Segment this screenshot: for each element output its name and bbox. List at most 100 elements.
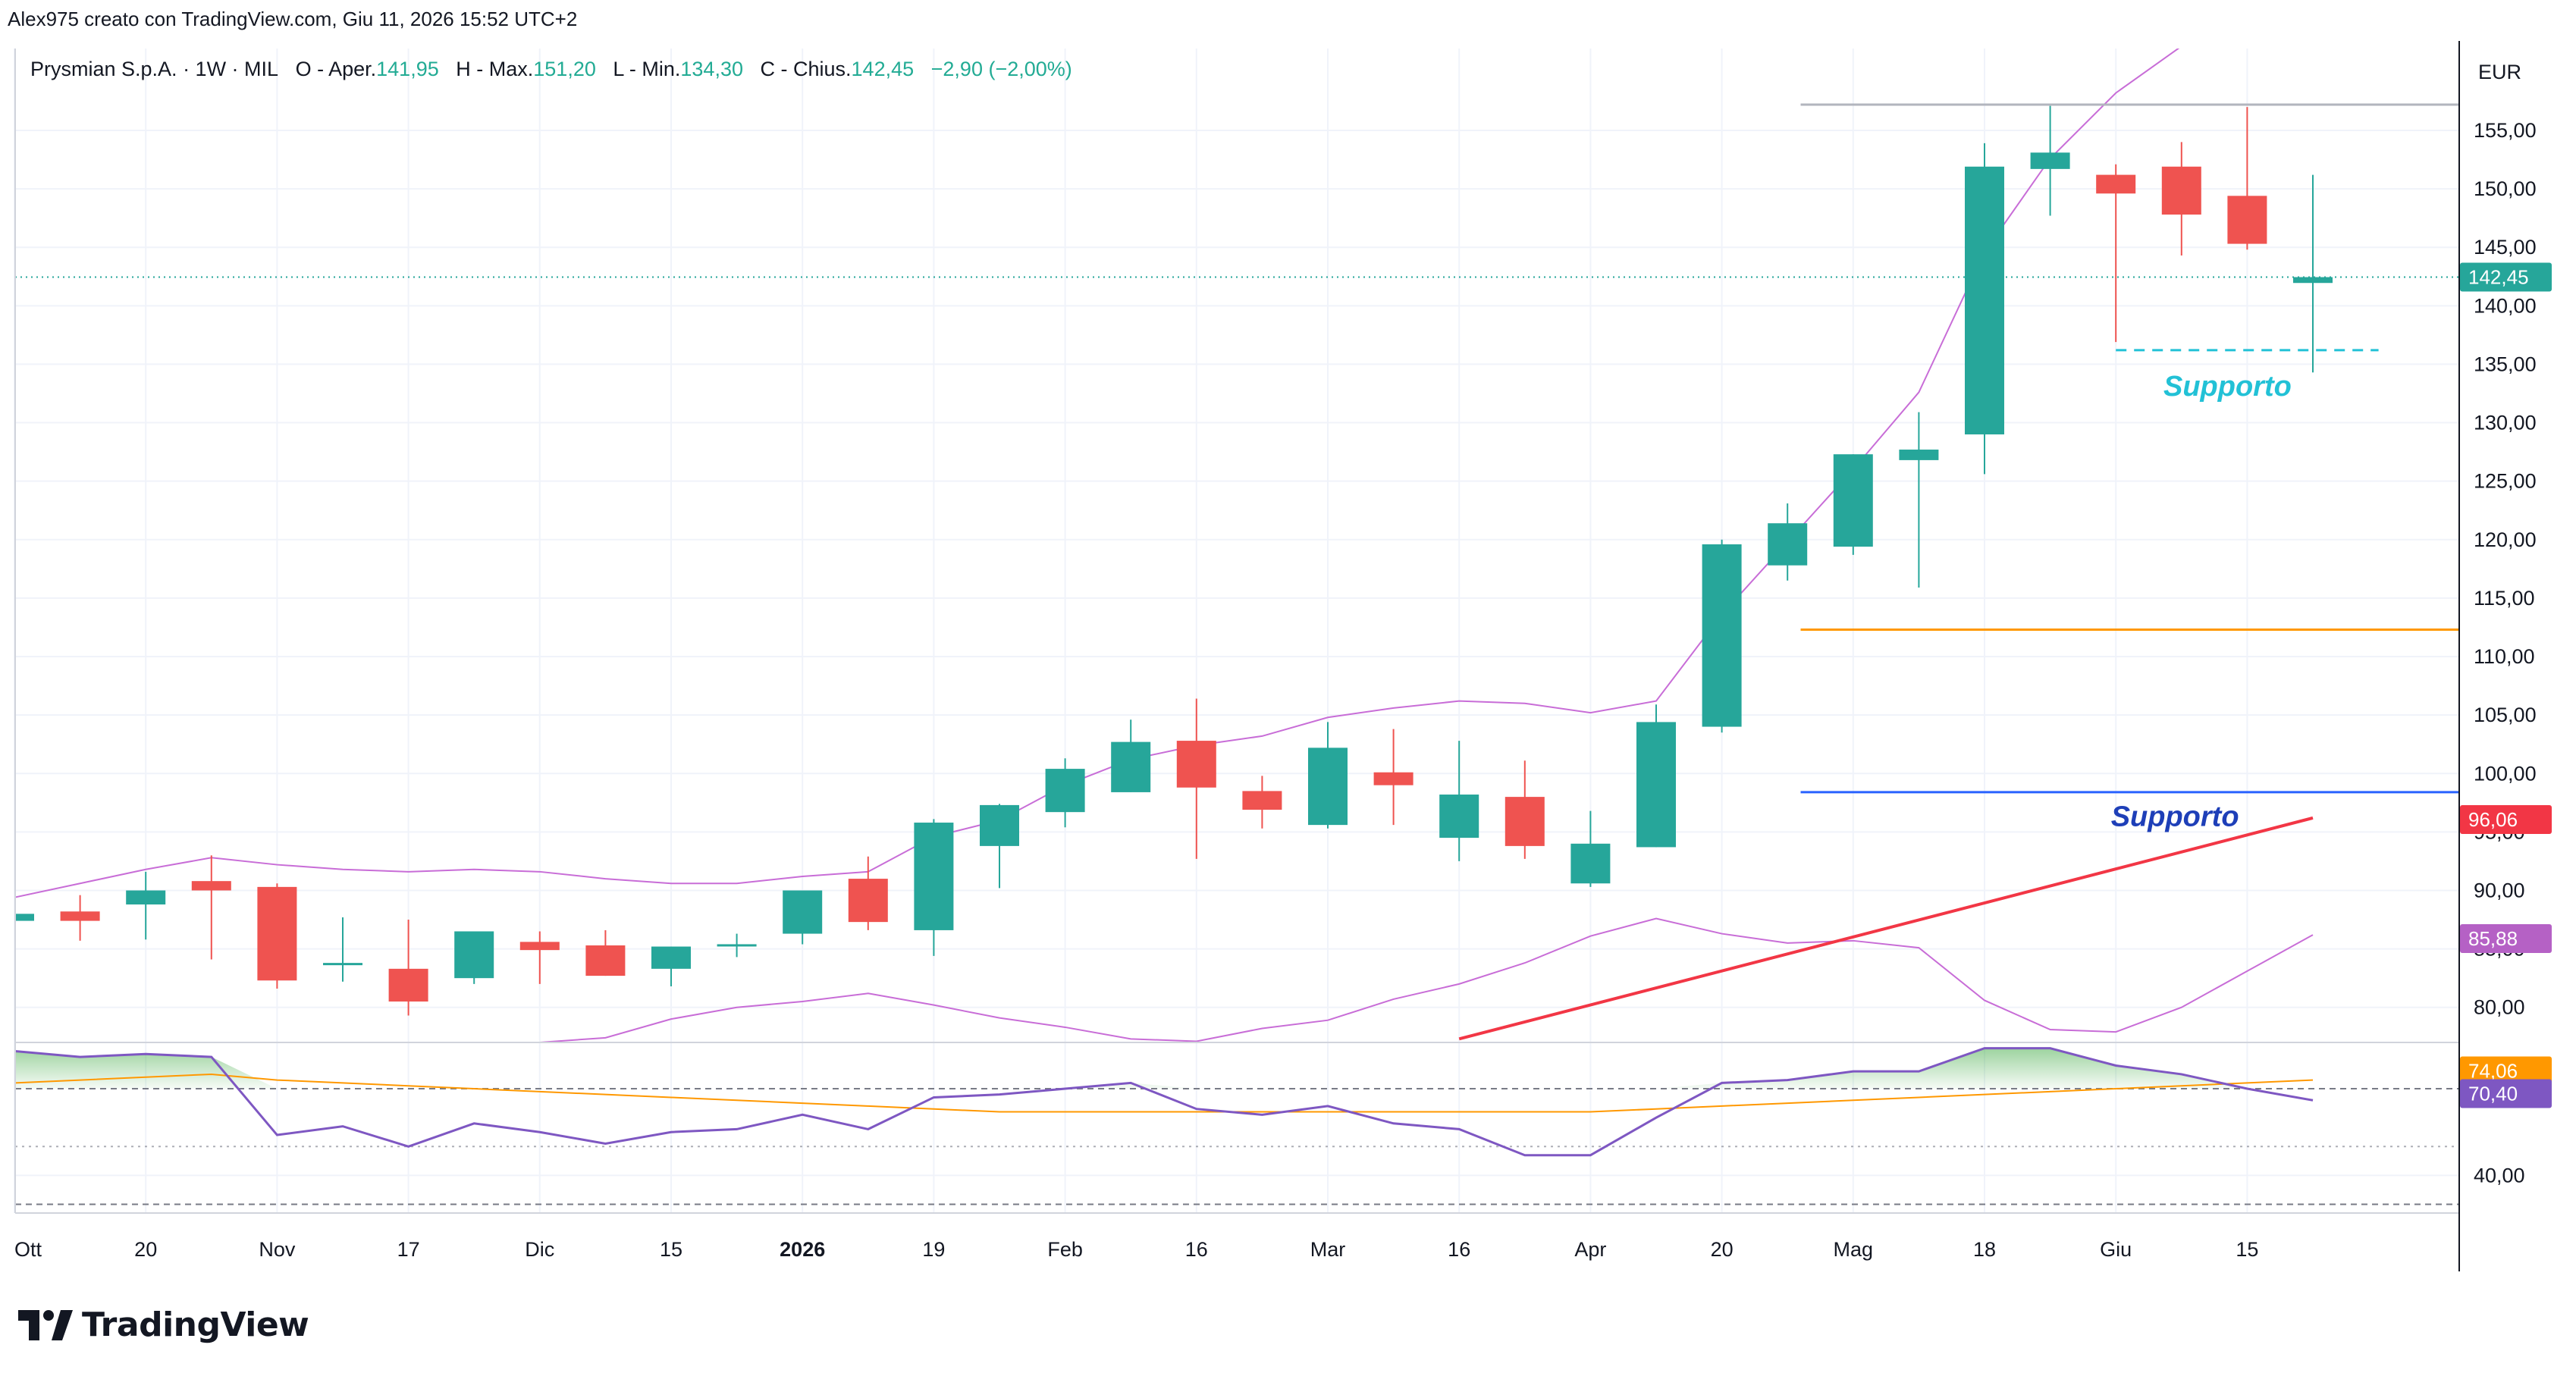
rsi-tag-text: 70,40 <box>2468 1082 2518 1105</box>
price-axis-tick: 100,00 <box>2474 762 2537 785</box>
time-axis-tick: Feb <box>1047 1238 1083 1261</box>
legend-close-label: C - Chius. <box>760 58 852 80</box>
rsi-tag: 70,40 <box>2460 1079 2552 1108</box>
candle-up <box>126 871 166 940</box>
price-axis-tick: 145,00 <box>2474 236 2537 259</box>
time-axis-tick: 17 <box>397 1238 420 1261</box>
candle-up <box>914 819 954 956</box>
time-axis-tick: Dic <box>525 1238 554 1261</box>
candle-body <box>60 911 100 921</box>
candle-down <box>2161 142 2201 255</box>
candle-up <box>1439 741 1479 861</box>
candle-body <box>1636 722 1676 848</box>
candle-body <box>2161 166 2201 215</box>
candle-body <box>1833 454 1873 547</box>
rsi-tag: 74,06 <box>2460 1056 2552 1086</box>
candle-up <box>1636 704 1676 848</box>
candle-body <box>1242 791 1282 810</box>
candle-body <box>1768 523 1808 566</box>
candle-body <box>323 963 362 966</box>
candle-body <box>126 890 166 905</box>
candle-up <box>1833 454 1873 555</box>
candle-body <box>914 823 954 930</box>
candle-up <box>1768 503 1808 581</box>
candle-down <box>191 855 231 960</box>
bollinger-upper-line <box>15 49 2180 898</box>
legend-close: 142,45 <box>851 58 915 80</box>
candle-body <box>1373 772 1414 785</box>
price-axis-tick: 130,00 <box>2474 412 2537 434</box>
time-axis-tick: 20 <box>1711 1238 1734 1261</box>
time-axis-tick: Nov <box>259 1238 296 1261</box>
candle-body <box>1439 795 1479 839</box>
rsi-overbought-fill <box>15 1048 2313 1089</box>
candle-up <box>1965 143 2004 475</box>
candle-up <box>651 946 691 986</box>
price-axis-tick: 140,00 <box>2474 294 2537 317</box>
price-axis-tick: 105,00 <box>2474 704 2537 726</box>
price-tag-bg <box>2460 262 2552 292</box>
time-axis-tick: Giu <box>2100 1238 2132 1261</box>
tradingview-logo[interactable]: TradingView <box>18 1306 309 1344</box>
legend-low: 134,30 <box>680 58 743 80</box>
legend-open-label: O - Aper. <box>295 58 377 80</box>
time-axis-tick: 2026 <box>780 1238 825 1261</box>
candle-body <box>1176 741 1216 788</box>
candle-down <box>2096 164 2136 343</box>
candle-body <box>783 890 823 934</box>
rsi-line <box>15 1047 2314 1157</box>
time-axis-tick: 18 <box>1973 1238 1996 1261</box>
candle-up <box>717 933 757 958</box>
candle-body <box>454 931 494 979</box>
candle-body <box>1570 843 1611 884</box>
candle-down <box>1242 776 1282 829</box>
candle-up <box>1111 719 1151 792</box>
price-axis-tick: 150,00 <box>2474 177 2537 200</box>
candle-down <box>1504 760 1545 859</box>
tradingview-logo-text: TradingView <box>82 1306 309 1344</box>
currency-label: EUR <box>2478 61 2521 83</box>
candle-down <box>848 856 888 930</box>
rsi-axis-tick: 40,00 <box>2474 1164 2525 1186</box>
price-tag-text: 142,45 <box>2468 266 2529 289</box>
candle-body <box>2096 174 2136 194</box>
candle-body <box>2030 152 2070 169</box>
legend-high: 151,20 <box>533 58 596 80</box>
candle-up <box>323 917 362 982</box>
candle-body <box>980 804 1019 846</box>
time-axis-tick: Mag <box>1834 1238 1874 1261</box>
price-axis-tick: 110,00 <box>2474 645 2535 668</box>
price-axis-tick: 80,00 <box>2474 996 2525 1019</box>
candle-up <box>2293 174 2333 373</box>
candle-body <box>1045 769 1085 813</box>
legend-high-label: H - Max. <box>456 58 534 80</box>
rsi-ma-line <box>15 1073 2314 1113</box>
candle-up <box>1702 539 1742 733</box>
candle-body <box>1965 166 2004 434</box>
time-axis-tick: 16 <box>1448 1238 1470 1261</box>
candle-body <box>1702 544 1742 727</box>
candle-body <box>1899 450 1939 460</box>
rsi-tag-bg <box>2460 1056 2552 1086</box>
candle-body <box>191 881 231 891</box>
trend-line <box>1458 816 2314 1041</box>
time-axis-tick: 15 <box>660 1238 682 1261</box>
candle-body <box>388 968 428 1002</box>
time-axis-tick: 19 <box>922 1238 945 1261</box>
price-pane <box>15 49 2459 1042</box>
candle-body <box>1504 797 1545 846</box>
symbol-legend: Prysmian S.p.A. · 1W · MIL O - Aper.141,… <box>30 58 1072 81</box>
candle-body <box>257 886 297 981</box>
legend-symbol: Prysmian S.p.A. · 1W · MIL <box>30 58 279 80</box>
rsi-tag-bg <box>2460 1079 2552 1108</box>
support-annotation: Supporto <box>2163 371 2292 403</box>
legend-open: 141,95 <box>376 58 439 80</box>
candle-down <box>388 920 428 1016</box>
time-axis-tick: Apr <box>1574 1238 1606 1261</box>
candle-up <box>2030 105 2070 216</box>
time-axis-tick: Ott <box>14 1238 42 1261</box>
price-axis-tick: 155,00 <box>2474 119 2537 142</box>
candle-body <box>2227 196 2267 244</box>
candle-body <box>2293 277 2333 284</box>
